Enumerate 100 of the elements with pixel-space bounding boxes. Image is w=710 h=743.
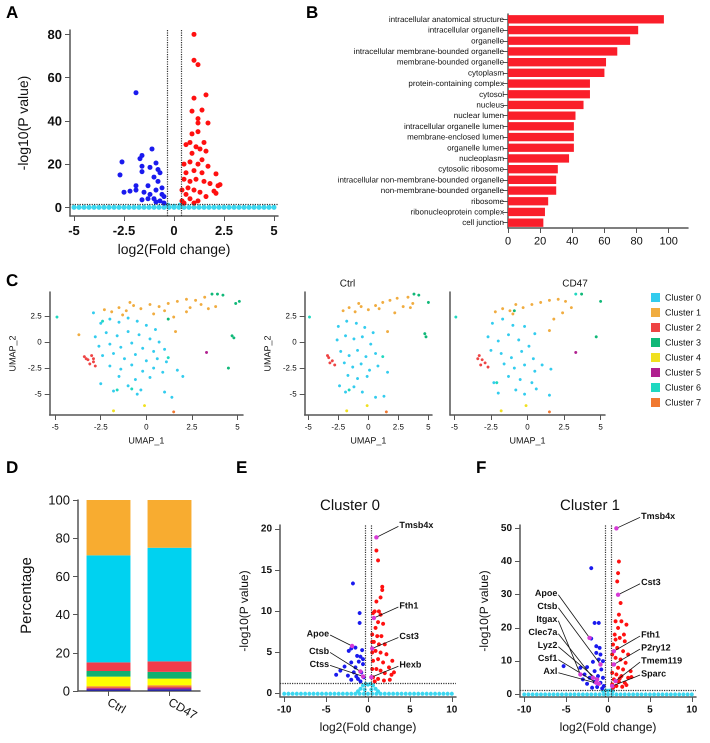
point bbox=[312, 692, 316, 696]
point bbox=[126, 316, 130, 320]
point bbox=[140, 164, 144, 169]
point bbox=[192, 204, 196, 210]
legend-label: Cluster 3 bbox=[664, 338, 701, 348]
point bbox=[620, 684, 624, 689]
point bbox=[154, 160, 158, 166]
point bbox=[184, 298, 188, 301]
point bbox=[336, 324, 340, 328]
point bbox=[132, 304, 136, 308]
point bbox=[286, 692, 290, 696]
x-axis-title: UMAP_1 bbox=[350, 435, 386, 446]
point bbox=[176, 300, 179, 303]
point bbox=[345, 692, 350, 696]
point bbox=[524, 404, 528, 408]
y-tick-label: intracellular organelle bbox=[428, 26, 505, 35]
point bbox=[635, 692, 640, 696]
point bbox=[190, 108, 194, 114]
annotation: Axl bbox=[543, 666, 558, 676]
point bbox=[55, 316, 58, 319]
point bbox=[580, 292, 584, 296]
point bbox=[141, 346, 144, 350]
point bbox=[644, 692, 648, 696]
point bbox=[656, 692, 660, 696]
point bbox=[599, 667, 604, 672]
point bbox=[230, 334, 234, 338]
point bbox=[176, 368, 179, 372]
point bbox=[598, 646, 602, 650]
y-tick-label: -5 bbox=[34, 390, 42, 399]
point bbox=[374, 686, 378, 691]
point bbox=[570, 306, 573, 310]
point bbox=[523, 324, 526, 328]
point bbox=[232, 204, 236, 210]
point bbox=[158, 305, 161, 308]
point bbox=[595, 685, 600, 690]
point bbox=[152, 312, 156, 316]
point bbox=[139, 307, 142, 310]
point bbox=[624, 660, 628, 665]
y-tick-label: organelle lumen bbox=[447, 143, 504, 152]
point bbox=[376, 558, 380, 562]
annotation: Cst3 bbox=[641, 577, 661, 588]
point bbox=[585, 692, 590, 696]
annotation: Tmsb4x bbox=[641, 510, 676, 521]
point bbox=[112, 352, 116, 355]
x-tick-label: -10 bbox=[276, 704, 292, 716]
y-tick-label: 20 bbox=[500, 622, 512, 634]
point bbox=[348, 354, 351, 358]
x-axis-title: UMAP_1 bbox=[509, 435, 546, 446]
point bbox=[134, 90, 138, 96]
point bbox=[200, 170, 204, 176]
point bbox=[510, 356, 513, 360]
y-tick-label: 40 bbox=[48, 113, 62, 128]
point bbox=[511, 312, 514, 316]
point bbox=[386, 692, 391, 696]
y-tick-label: 40 bbox=[56, 607, 70, 622]
point bbox=[381, 622, 386, 626]
chart-title: Cluster 1 bbox=[560, 497, 620, 514]
point bbox=[128, 188, 132, 194]
point bbox=[580, 692, 585, 696]
point bbox=[122, 190, 126, 195]
point bbox=[356, 348, 360, 352]
x-tick-label: 60 bbox=[598, 236, 611, 248]
point bbox=[374, 396, 378, 399]
point bbox=[336, 338, 339, 342]
legend-label: Cluster 2 bbox=[664, 322, 701, 332]
annotation: Itgax bbox=[536, 614, 558, 624]
text: F bbox=[476, 458, 486, 477]
point bbox=[348, 388, 351, 392]
point bbox=[119, 346, 122, 349]
point bbox=[501, 307, 504, 310]
point bbox=[216, 292, 219, 296]
point bbox=[196, 129, 200, 134]
point bbox=[117, 320, 120, 324]
point bbox=[196, 198, 200, 204]
point bbox=[188, 159, 192, 164]
point bbox=[163, 348, 166, 351]
bar bbox=[508, 79, 590, 88]
point bbox=[108, 364, 112, 368]
y-tick-label: 30 bbox=[500, 589, 512, 600]
point bbox=[374, 352, 378, 355]
point bbox=[156, 357, 159, 360]
point bbox=[614, 638, 618, 642]
point bbox=[152, 204, 156, 210]
point bbox=[690, 692, 694, 696]
x-tick-label: 2.5 bbox=[558, 422, 570, 432]
y-axis-title: -log10(P value) bbox=[477, 570, 491, 652]
y-tick-label: -5 bbox=[290, 390, 298, 399]
point bbox=[90, 354, 94, 358]
point bbox=[328, 361, 332, 364]
point bbox=[374, 648, 378, 653]
point bbox=[186, 185, 190, 190]
point bbox=[121, 313, 124, 316]
point bbox=[184, 170, 188, 176]
point bbox=[290, 692, 295, 696]
point bbox=[379, 634, 384, 638]
y-tick-label: 20 bbox=[48, 156, 62, 172]
bar bbox=[508, 122, 574, 131]
point bbox=[446, 692, 450, 696]
point bbox=[589, 566, 594, 570]
point bbox=[338, 384, 342, 388]
